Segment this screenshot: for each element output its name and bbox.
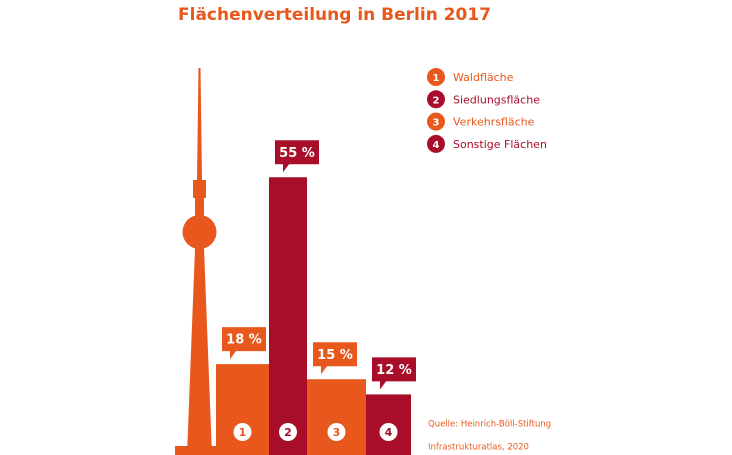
bar — [307, 379, 366, 455]
bar-marker — [233, 423, 252, 441]
value-tag — [372, 357, 416, 390]
value-label: 55 % — [279, 146, 315, 161]
value-label: 15 % — [317, 348, 353, 363]
legend-marker — [427, 112, 445, 131]
source: Quelle: Heinrich-Böll-Stiftung — [428, 420, 551, 430]
legend-marker-label: 3 — [433, 118, 440, 129]
value-tag — [222, 327, 266, 360]
bar — [216, 364, 269, 455]
bar-marker-label: 4 — [385, 426, 393, 439]
source: Infrastrukturatlas, 2020 — [428, 443, 529, 453]
legend-marker — [427, 68, 445, 86]
legend-label: Verkehrsfläche — [453, 116, 535, 129]
legend-marker — [427, 134, 445, 153]
bar-marker — [327, 423, 346, 441]
bar-marker-label: 3 — [333, 426, 341, 439]
chart-title: Flächenverteilung in Berlin 2017 — [178, 5, 491, 25]
bar — [269, 177, 307, 455]
legend-marker — [427, 90, 445, 109]
tv-tower — [175, 68, 235, 455]
legend-label: Siedlungsfläche — [453, 93, 540, 106]
legend-marker-label: 2 — [433, 95, 440, 106]
legend-label: Waldfläche — [453, 71, 514, 84]
bar-marker-label: 2 — [284, 426, 292, 439]
value-label: 12 % — [376, 363, 412, 378]
value-tag — [275, 140, 319, 173]
bar-marker — [379, 423, 398, 441]
legend-marker-label: 1 — [433, 73, 440, 84]
value-label: 18 % — [226, 333, 262, 348]
legend-marker-label: 4 — [433, 140, 440, 151]
value-tag — [313, 342, 357, 375]
bar-marker — [279, 423, 297, 441]
legend-label: Sonstige Flächen — [453, 138, 547, 151]
bar-marker-label: 1 — [239, 426, 247, 439]
